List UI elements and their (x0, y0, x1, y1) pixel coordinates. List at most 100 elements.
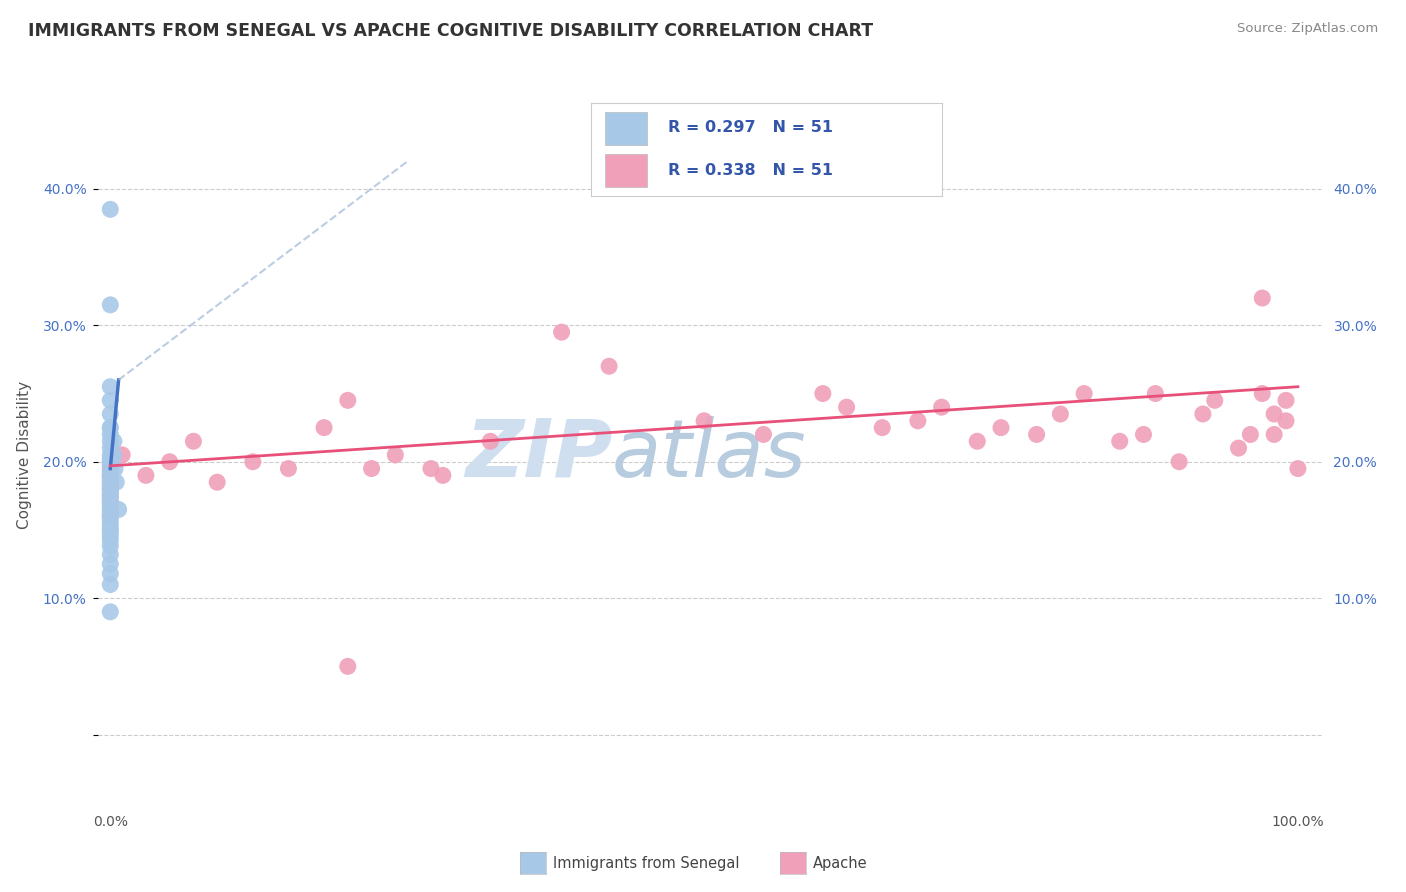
Text: R = 0.338   N = 51: R = 0.338 N = 51 (668, 162, 832, 178)
Point (1227, 441, 1250, 455)
Point (1239, 427, 1261, 442)
Point (98, 482, 121, 496)
Point (1132, 427, 1154, 442)
Point (98, 380, 121, 394)
Point (98, 605, 121, 619)
Point (98, 479, 121, 493)
Point (98, 476, 121, 491)
Point (98, 566, 121, 581)
Text: atlas: atlas (612, 416, 807, 494)
Point (931, 400, 953, 414)
Point (98, 484, 121, 499)
Point (98, 557, 121, 571)
Point (98, 490, 121, 504)
Point (111, 448, 134, 462)
Point (1251, 291, 1274, 305)
Point (384, 448, 406, 462)
FancyBboxPatch shape (605, 112, 647, 145)
Point (107, 502, 129, 516)
Point (1251, 386, 1274, 401)
Point (432, 468, 454, 483)
Point (336, 393, 359, 408)
Point (98, 298, 121, 312)
Point (1073, 386, 1095, 401)
Point (1049, 407, 1071, 421)
Point (98, 499, 121, 513)
Point (105, 475, 128, 490)
Point (98, 507, 121, 521)
Point (98, 520, 121, 534)
Point (907, 414, 929, 428)
Point (312, 420, 335, 434)
Text: IMMIGRANTS FROM SENEGAL VS APACHE COGNITIVE DISABILITY CORRELATION CHART: IMMIGRANTS FROM SENEGAL VS APACHE COGNIT… (28, 22, 873, 40)
Point (990, 420, 1012, 434)
Point (1168, 455, 1191, 469)
Point (1286, 461, 1309, 475)
Point (98, 523, 121, 537)
Point (98, 487, 121, 501)
Point (104, 461, 127, 475)
Point (159, 455, 181, 469)
Point (98, 539, 121, 553)
Point (98, 407, 121, 421)
Point (98, 452, 121, 467)
Point (98, 441, 121, 455)
Point (550, 325, 572, 339)
Point (135, 468, 157, 483)
Point (1204, 393, 1226, 408)
Point (98, 467, 121, 481)
Point (1192, 407, 1215, 421)
Point (98, 530, 121, 544)
Point (1263, 407, 1285, 421)
Point (98, 458, 121, 472)
Point (752, 427, 775, 442)
Point (966, 434, 988, 449)
Point (98, 464, 121, 478)
Point (98, 434, 121, 449)
Point (98, 533, 121, 548)
Point (103, 448, 125, 462)
Point (98, 525, 121, 540)
Text: Source: ZipAtlas.com: Source: ZipAtlas.com (1237, 22, 1378, 36)
Point (103, 434, 125, 449)
Point (336, 659, 359, 673)
FancyBboxPatch shape (605, 154, 647, 187)
Point (98, 509, 121, 524)
Point (205, 475, 228, 490)
Point (98, 469, 121, 483)
Point (360, 461, 382, 475)
Point (98, 448, 121, 462)
Point (98, 496, 121, 510)
Point (1025, 427, 1047, 442)
Point (98, 516, 121, 530)
Point (479, 434, 502, 449)
Point (98, 202, 121, 217)
Point (98, 455, 121, 469)
Point (98, 492, 121, 507)
Point (183, 434, 205, 449)
Point (870, 420, 893, 434)
Point (98, 420, 121, 434)
Point (98, 461, 121, 475)
Point (1108, 434, 1130, 449)
Point (811, 386, 834, 401)
Point (598, 359, 620, 374)
Point (98, 474, 121, 488)
Point (242, 455, 264, 469)
Point (98, 496, 121, 510)
Point (1263, 427, 1285, 442)
Point (98, 461, 121, 475)
Point (1275, 393, 1298, 408)
Point (98, 471, 121, 485)
Point (98, 501, 121, 516)
Point (98, 475, 121, 490)
Point (98, 509, 121, 524)
Point (98, 504, 121, 518)
Point (277, 461, 299, 475)
Point (1144, 386, 1167, 401)
Text: Apache: Apache (813, 856, 868, 871)
Point (98, 468, 121, 483)
Point (98, 427, 121, 442)
Point (98, 577, 121, 591)
Point (98, 393, 121, 408)
